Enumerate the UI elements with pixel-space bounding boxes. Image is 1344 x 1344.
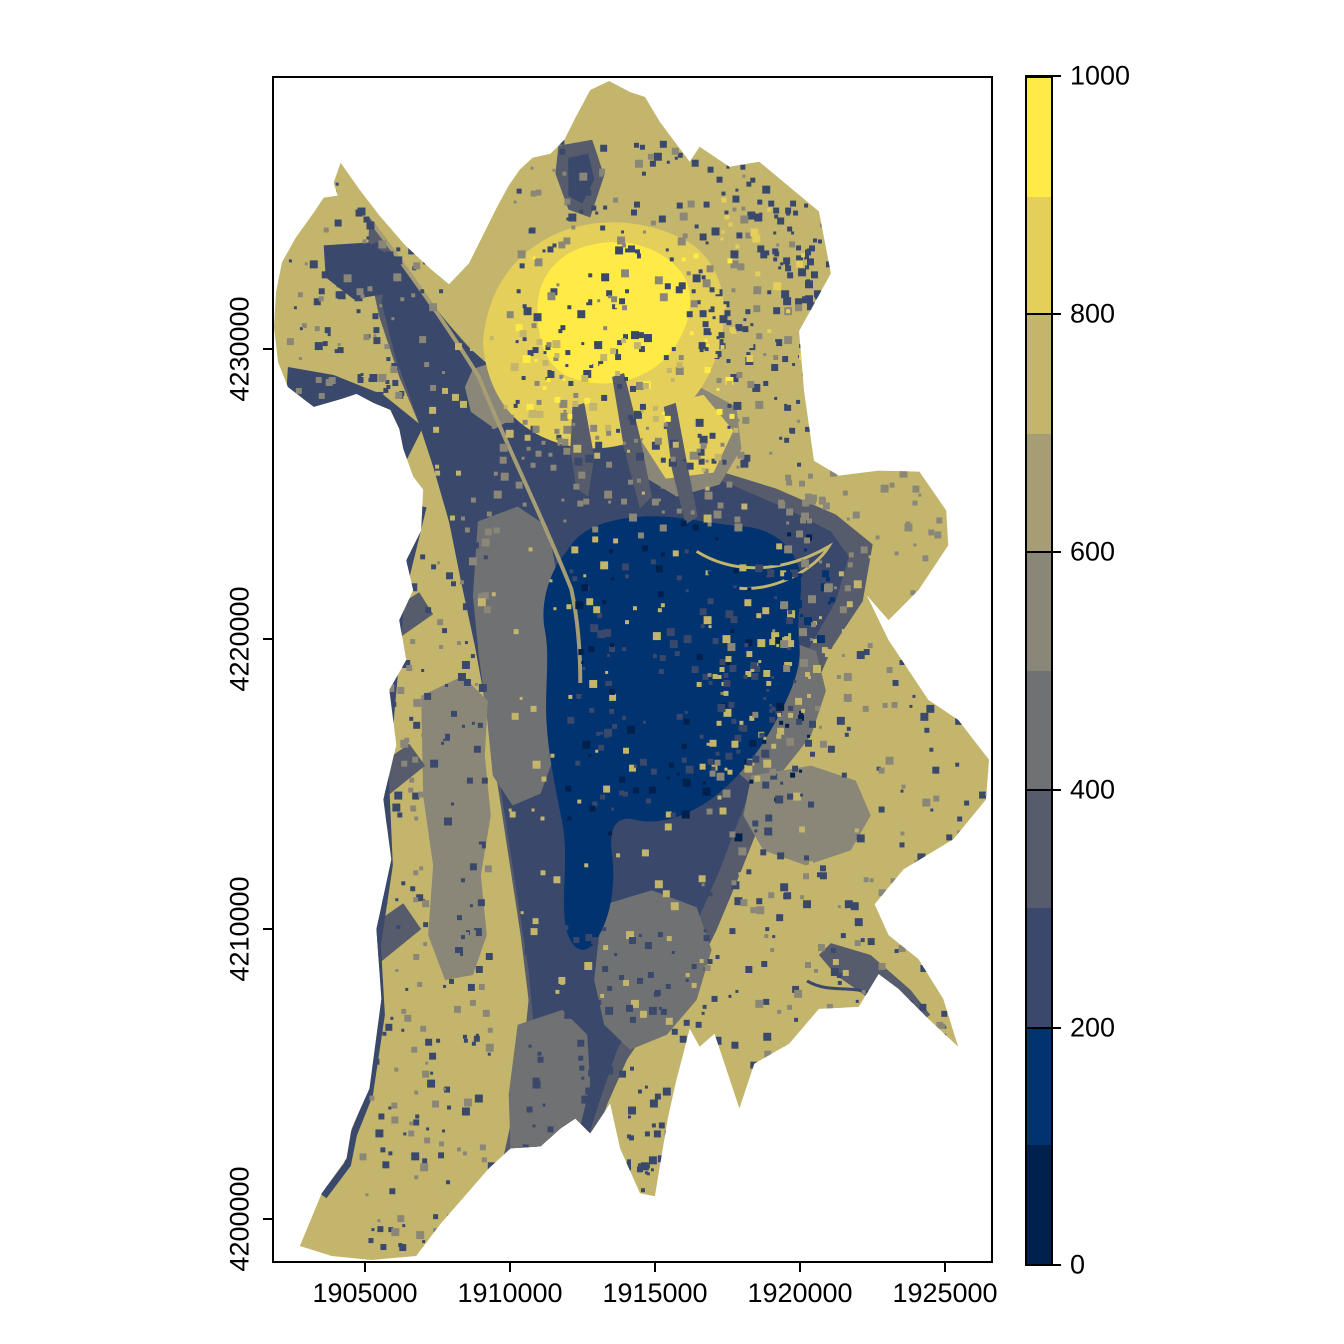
y-axis-tick <box>263 928 272 930</box>
x-axis-tick <box>364 1263 366 1272</box>
x-axis-tick-label: 1920000 <box>747 1278 853 1308</box>
legend-segment <box>1027 552 1051 671</box>
y-axis-tick <box>263 348 272 350</box>
x-axis-tick-label: 1925000 <box>892 1278 998 1308</box>
legend-segment <box>1027 789 1051 909</box>
legend-tick-label: 600 <box>1070 536 1116 567</box>
legend-break-line <box>1025 1264 1053 1266</box>
river-swirl-line <box>695 542 834 590</box>
y-axis-tick-label: 4210000 <box>224 876 255 982</box>
legend-tick-label: 0 <box>1070 1249 1086 1280</box>
legend-segment <box>1027 1145 1051 1264</box>
gray-zone-south <box>594 890 712 1050</box>
y-axis-tick <box>263 1218 272 1220</box>
legend-tick <box>1053 789 1061 791</box>
legend-segment <box>1027 670 1051 790</box>
y-axis-tick-label: 4220000 <box>224 586 255 692</box>
legend-break-line <box>1025 789 1053 791</box>
legend-tick <box>1053 1027 1061 1029</box>
graygreen-west-strip <box>421 675 491 980</box>
x-axis-tick <box>944 1263 946 1272</box>
summit-bright <box>537 242 691 384</box>
ridge-finger-b <box>663 402 698 525</box>
legend-tick-label: 200 <box>1070 1012 1116 1043</box>
legend-segment <box>1027 315 1051 434</box>
raster-map <box>274 80 990 1261</box>
legend-tick-label: 400 <box>1070 774 1116 805</box>
legend-break-line <box>1025 313 1053 315</box>
legend-segment <box>1027 908 1051 1027</box>
map-plot <box>272 76 993 1263</box>
legend-break-line <box>1025 75 1053 77</box>
x-axis-tick-label: 1910000 <box>457 1278 563 1308</box>
legend-tick-label: 800 <box>1070 298 1116 329</box>
valley-floor-navy <box>543 516 802 950</box>
legend-tick-label: 1000 <box>1070 60 1131 91</box>
x-axis-tick <box>654 1263 656 1272</box>
gray-zone-west <box>472 506 561 806</box>
legend-segment <box>1027 78 1051 197</box>
y-axis-tick-label: 4200000 <box>224 1166 255 1272</box>
graygreen-east-mass <box>743 765 871 866</box>
x-axis-tick-label: 1915000 <box>602 1278 708 1308</box>
legend-tick <box>1053 1264 1061 1266</box>
y-axis-tick <box>263 638 272 640</box>
legend-break-line <box>1025 1027 1053 1029</box>
legend-bar <box>1025 76 1053 1266</box>
valley-road-line <box>371 223 583 683</box>
legend-segment <box>1027 196 1051 316</box>
legend-tick <box>1053 313 1061 315</box>
legend-tick <box>1053 551 1061 553</box>
ridge-finger-c <box>570 402 595 497</box>
gray-zone-southwest <box>508 1009 591 1190</box>
legend-break-line <box>1025 551 1053 553</box>
x-axis-tick <box>509 1263 511 1272</box>
x-axis-tick-label: 1905000 <box>312 1278 418 1308</box>
legend-segment <box>1027 1026 1051 1146</box>
ridge-finger-a <box>612 373 652 509</box>
legend-segment <box>1027 433 1051 553</box>
y-axis-tick-label: 4230000 <box>224 296 255 402</box>
legend-tick <box>1053 75 1061 77</box>
x-axis-tick <box>799 1263 801 1272</box>
